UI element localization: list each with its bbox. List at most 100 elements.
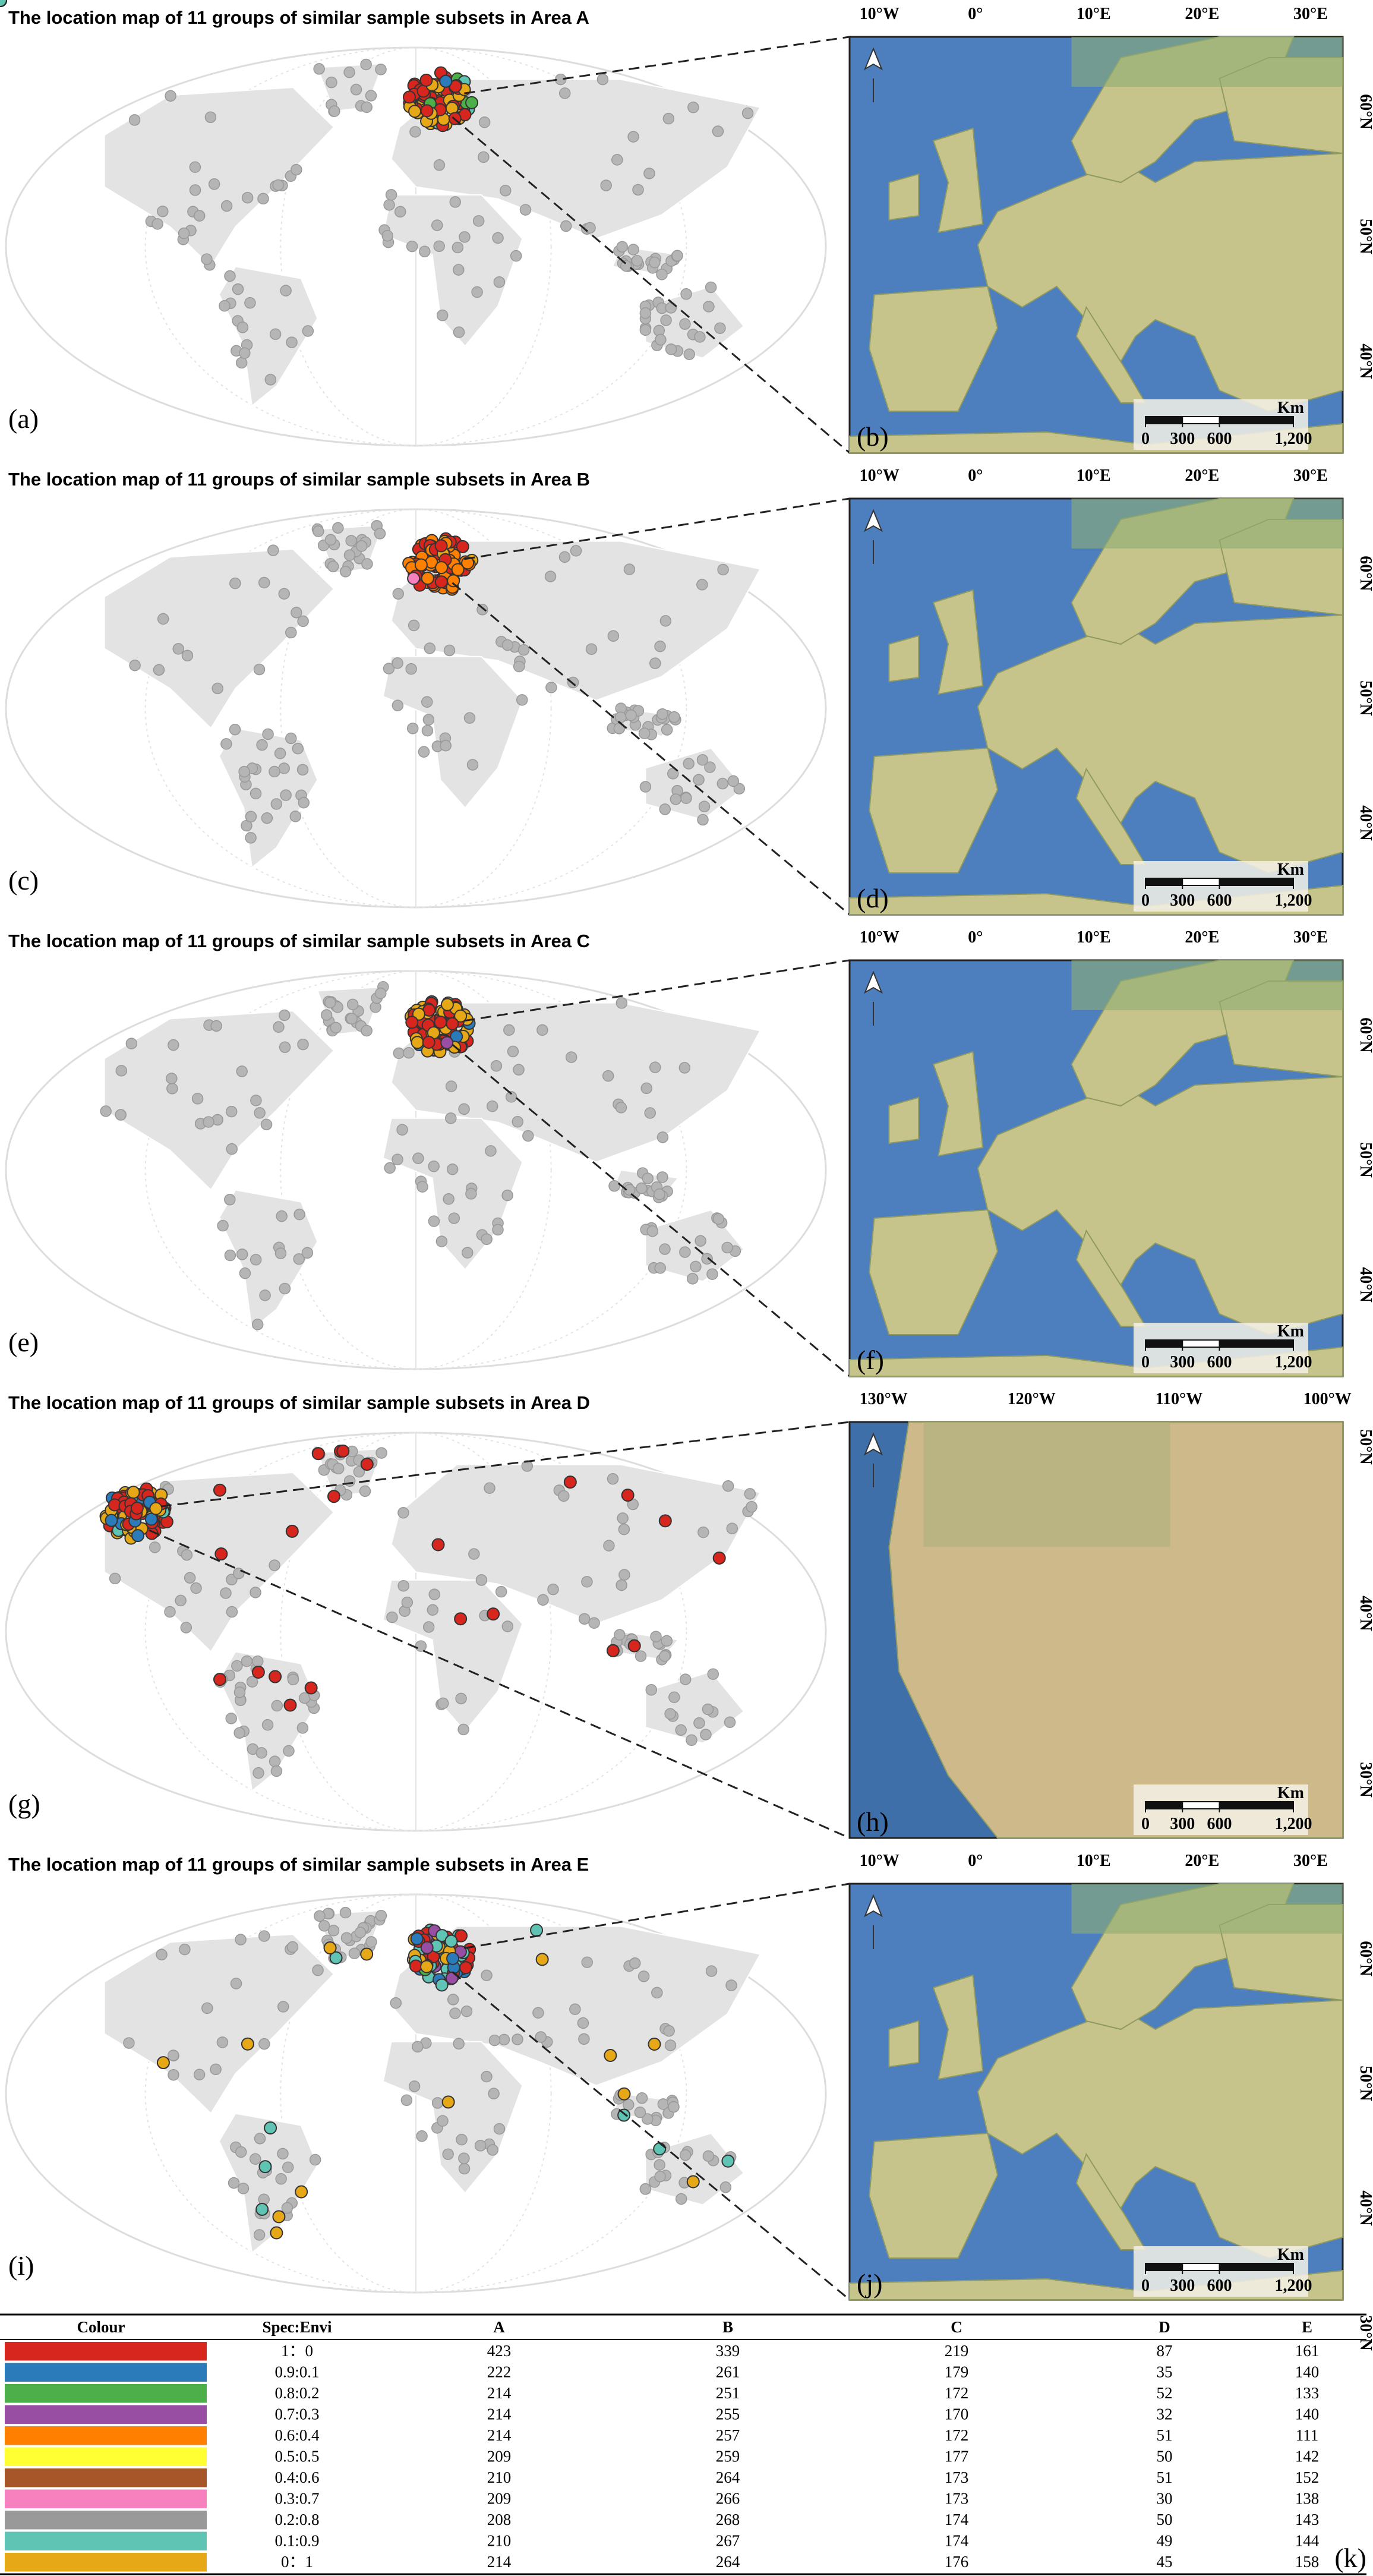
sample-site [428,1588,440,1600]
sample-site [459,231,471,243]
sample-site [231,1660,243,1672]
sample-site [149,1502,163,1515]
sample-site [220,1587,232,1599]
sample-site [472,215,485,227]
sample-site [296,764,309,776]
sample-site [455,1692,467,1705]
sample-site [293,1208,305,1221]
sample-site [267,544,279,556]
scale-segment [1182,416,1220,424]
longitude-label: 0° [968,1852,983,1870]
land [1075,767,1147,865]
sample-site [461,556,475,570]
count: 161 [1295,2342,1320,2360]
panel-title: The location map of 11 groups of similar… [8,1854,589,1875]
sample-site [696,579,708,591]
count: 423 [487,2342,512,2360]
count: 52 [1157,2384,1173,2402]
sample-site [297,615,309,628]
sample-site [157,613,169,625]
sample-site [269,328,282,340]
continent [390,1002,762,1163]
scale-label: 0 [1141,1353,1150,1371]
sample-site [327,1925,340,1937]
sample-site [458,1103,470,1115]
longitude-label: 20°E [1185,466,1219,485]
sample-site [444,1934,458,1948]
longitude-label: 120°W [1008,1390,1056,1408]
panel-label: (f) [857,1345,884,1375]
sample-site [311,1447,325,1461]
sample-site [245,811,257,823]
sample-site [175,1594,187,1607]
sample-site [181,1549,193,1561]
scale-label: 0 [1141,891,1150,910]
longitude-label: 30°E [1293,928,1328,947]
count: 140 [1295,2405,1320,2423]
sample-site [258,1930,270,1942]
sample-site [607,1473,619,1485]
sample-site [458,2162,471,2175]
sample-site [668,711,680,723]
sample-site [289,811,302,822]
longitude-label: 0° [968,466,983,485]
sample-site [717,778,729,790]
sample-site [407,572,421,585]
zoom-line [464,1883,850,1949]
count: 264 [716,2468,740,2486]
sample-site [654,1188,665,1200]
scale-label: 1,200 [1275,1353,1312,1371]
count: 87 [1157,2342,1173,2360]
sample-site [675,2193,687,2205]
continent [390,540,762,701]
colour-swatch [5,2531,207,2550]
zoom-line [452,1971,850,2301]
land [932,589,984,695]
sample-site [115,1109,127,1121]
sample-site [269,1559,280,1571]
count: 259 [716,2448,740,2465]
sample-site [419,245,431,257]
sample-site [252,1767,264,1779]
sample-site [443,644,456,657]
sample-site [702,1703,714,1716]
sample-site [109,1572,121,1585]
sample-site [393,1047,405,1060]
scale-segment [1182,1339,1220,1348]
north-arrow [863,47,883,102]
sample-site [618,1523,630,1535]
scale-label: 0 [1141,2277,1150,2295]
sample-site [440,740,452,752]
sample-site [354,1927,367,1938]
sample-site [707,1668,719,1680]
sample-site [463,712,476,724]
scale-bg [1134,861,1308,912]
count: 172 [945,2384,969,2402]
sample-site [428,1161,440,1172]
sample-site [390,1997,402,2009]
sample-site [269,1755,281,1768]
sample-site [403,1046,415,1059]
sample-site [149,1541,161,1553]
sample-site [333,1462,345,1475]
colour-swatch [5,2447,207,2466]
count: 174 [945,2511,969,2528]
longitude-label: 0° [968,928,983,947]
longitude-label: 30°E [1293,5,1328,23]
sample-site [679,1246,691,1258]
sample-site [443,1193,454,1205]
sample-site [449,196,461,208]
sample-site [631,255,643,267]
sample-site [746,1500,757,1513]
sample-site [201,253,213,265]
sample-site [286,336,298,348]
count: 152 [1295,2468,1320,2486]
sample-site [412,1152,424,1164]
longitude-label: 10°W [860,5,899,23]
ratio: 0.4:0.6 [274,2468,319,2486]
land [888,173,920,221]
sample-site [668,2101,680,2113]
colour-swatch [5,2384,207,2403]
sample-site [168,2050,179,2061]
sample-site [722,1480,734,1492]
